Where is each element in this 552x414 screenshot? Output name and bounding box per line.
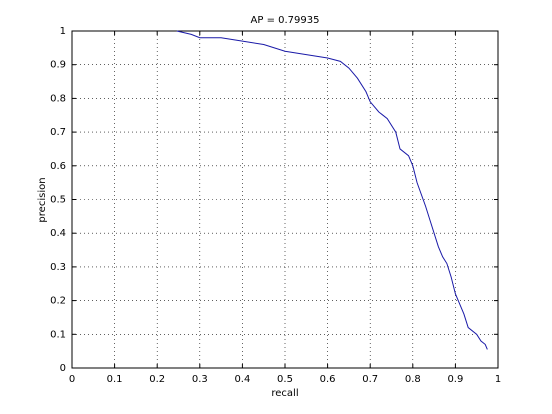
y-axis-label: precision <box>37 177 48 222</box>
y-tick-label: 0.3 <box>50 262 66 273</box>
y-tick-label: 0 <box>60 363 66 374</box>
x-tick-label: 0.9 <box>447 374 463 385</box>
y-tick-label: 0.9 <box>50 60 66 71</box>
x-tick-label: 1 <box>495 374 501 385</box>
y-tick-label: 0.1 <box>50 329 66 340</box>
y-tick-label: 0.2 <box>50 296 66 307</box>
y-tick-label: 1 <box>60 26 66 37</box>
data-line <box>176 30 488 350</box>
x-tick-label: 0.2 <box>149 374 165 385</box>
x-tick-label: 0.3 <box>192 374 208 385</box>
y-tick-label: 0.4 <box>50 228 66 239</box>
chart-title: AP = 0.79935 <box>251 15 320 26</box>
x-tick-label: 0.8 <box>405 374 421 385</box>
plot-frame <box>71 30 499 369</box>
y-tick-label: 0.6 <box>50 161 66 172</box>
x-tick-label: 0 <box>69 374 75 385</box>
x-tick-label: 0.5 <box>277 374 293 385</box>
x-tick-label: 0.4 <box>234 374 250 385</box>
x-axis-label: recall <box>271 388 298 399</box>
x-tick-label: 0.7 <box>362 374 378 385</box>
x-tick-label: 0.6 <box>320 374 336 385</box>
y-tick-label: 0.8 <box>50 93 66 104</box>
x-tick-label: 0.1 <box>107 374 123 385</box>
y-tick-label: 0.7 <box>50 127 66 138</box>
y-tick-label: 0.5 <box>50 195 66 206</box>
